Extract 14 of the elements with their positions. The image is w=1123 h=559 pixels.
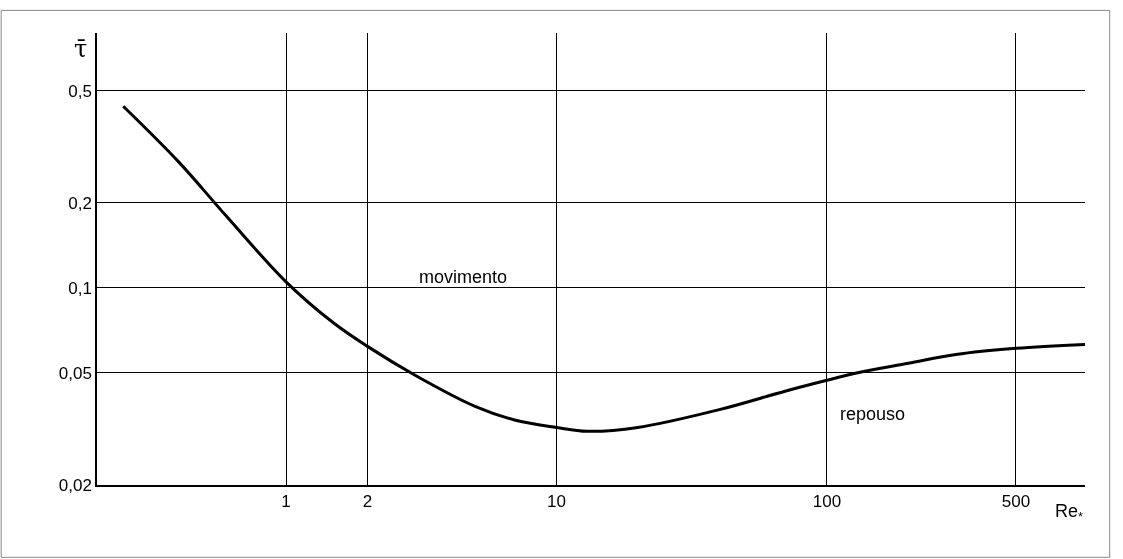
y-tick-label: 0,5 bbox=[68, 81, 92, 101]
x-tick-label: 500 bbox=[1001, 492, 1031, 512]
y-axis-title: τ̄ bbox=[74, 35, 88, 63]
annotation: movimento bbox=[419, 267, 508, 287]
y-tick-label: 0,02 bbox=[58, 475, 92, 495]
x-tick-label: 1 bbox=[281, 492, 291, 512]
y-tick-label: 0,05 bbox=[58, 363, 92, 383]
y-tick-label: 0,1 bbox=[68, 278, 92, 298]
x-tick-label: 2 bbox=[362, 492, 373, 512]
x-axis-title: Re$_{*}$ bbox=[1055, 501, 1084, 524]
x-tick-label: 10 bbox=[547, 492, 566, 512]
x-tick-label: 100 bbox=[812, 492, 842, 512]
annotation: repouso bbox=[840, 404, 906, 424]
y-tick-label: 0,2 bbox=[68, 193, 92, 213]
